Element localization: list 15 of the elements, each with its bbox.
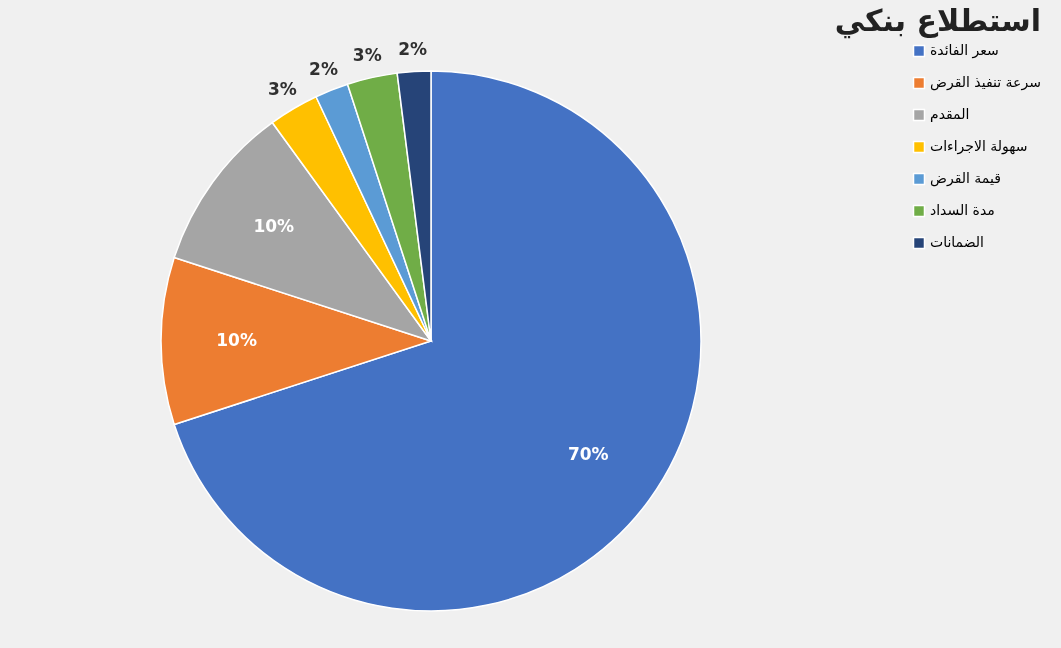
data-label: 70% <box>567 444 609 465</box>
data-label: 3% <box>352 45 382 66</box>
chart-title: استطلاع بنكي <box>834 2 1041 39</box>
data-label: 3% <box>267 78 297 99</box>
data-label: 10% <box>216 330 257 350</box>
legend-label: قيمة القرض <box>930 170 1001 187</box>
legend-label: سعر الفائدة <box>930 42 999 59</box>
legend-label: الضمانات <box>930 234 984 250</box>
legend-label: المقدم <box>930 106 970 122</box>
legend-label: سهولة الاجراءات <box>930 138 1028 155</box>
data-label: 10% <box>253 215 295 236</box>
legend-label: سرعة تنفيذ القرض <box>930 74 1041 91</box>
data-label: 2% <box>309 58 338 79</box>
legend-label: مدة السداد <box>930 202 995 218</box>
data-label: 2% <box>398 38 428 59</box>
